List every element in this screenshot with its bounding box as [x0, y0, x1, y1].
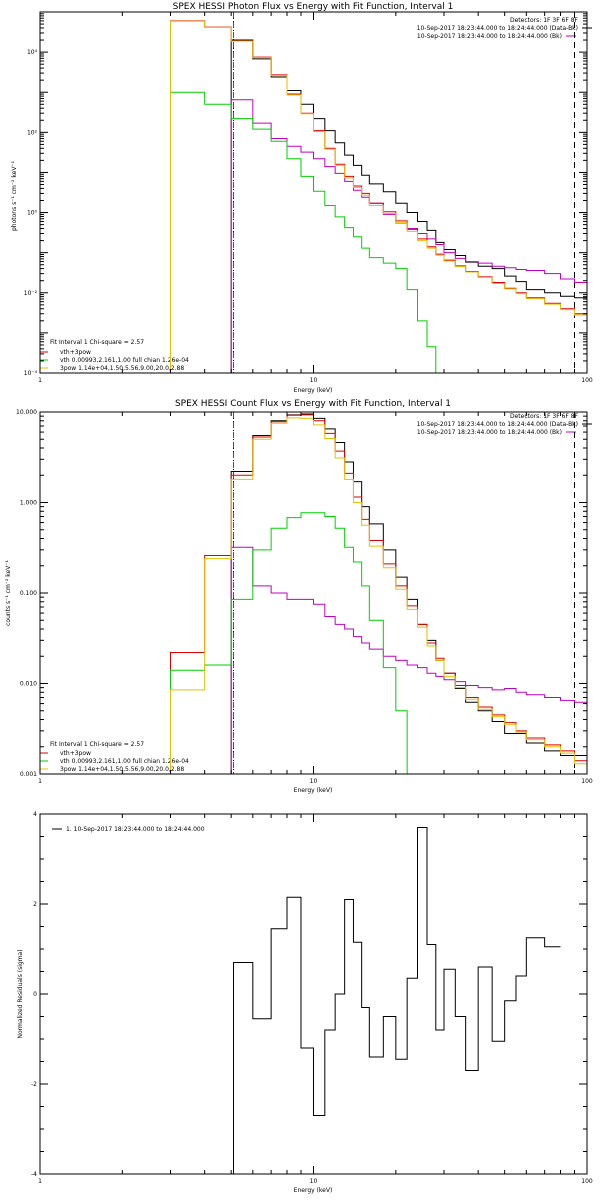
residuals-series-0 [233, 827, 561, 1174]
photon-flux-ytick-label-0: 10⁻⁴ [24, 370, 38, 377]
count-flux-detectors: Detectors: 1F 3F 6F 8F [510, 413, 579, 420]
count-flux-title: SPEX HESSI Count Flux vs Energy with Fit… [175, 399, 451, 409]
count-flux-xtick-label-2: 100 [581, 778, 593, 785]
photon-flux-legend-vth: vth 0.00993,2.161,1.00 full chian 1.26e-… [60, 357, 189, 364]
photon-flux-series-3 [169, 91, 456, 373]
count-flux-interval-data: 10-Sep-2017 18:23:44.000 to 18:24:44.000… [417, 421, 578, 428]
photon-flux-title: SPEX HESSI Photon Flux vs Energy with Fi… [173, 2, 454, 12]
count-flux-interval-bk: 10-Sep-2017 18:23:44.000 to 18:24:44.000… [417, 429, 562, 436]
residuals-xtick-label-1: 10 [310, 1178, 318, 1185]
count-flux-ytick-label-3: 1.000 [20, 500, 37, 507]
count-flux-plot: 1 10 100 0.001 0.010 0.100 1.000 10.000 [16, 409, 593, 785]
count-flux-ytick-label-0: 0.001 [20, 771, 37, 778]
photon-flux-interval-bk: 10-Sep-2017 18:23:44.000 to 18:24:44.000… [417, 33, 562, 40]
residuals-plot: 1 10 100 -4 -2 0 2 4 [31, 811, 593, 1185]
residuals-ytick-label-0: -4 [31, 1171, 37, 1178]
photon-flux-detectors: Detectors: 1F 3F 6F 8F [510, 17, 579, 24]
residuals-panel: Normalized Residuals (sigma) Energy (keV… [17, 826, 332, 1194]
photon-flux-xtick-label-0: 1 [38, 377, 42, 384]
count-flux-ylabel: counts s⁻¹ cm⁻² keV⁻¹ [5, 560, 12, 626]
photon-flux-ytick-label-2: 10⁰ [27, 210, 38, 217]
photon-flux-legend-3pow: 3pow 1.14e+04,1.50,5.56,9.00,20.0,2.88 [60, 365, 184, 372]
photon-flux-ytick-label-1: 10⁻² [24, 290, 38, 297]
count-flux-series-1 [230, 546, 587, 774]
count-flux-legend-total: vth+3pow [60, 750, 91, 757]
residuals-ylabel: Normalized Residuals (sigma) [17, 949, 24, 1038]
residuals-xtick-label-2: 100 [581, 1178, 593, 1185]
count-flux-legend-vth: vth 0.00993,2.161,1.00 full chian 1.26e-… [60, 758, 189, 765]
residuals-xtick-label-0: 1 [38, 1178, 42, 1185]
count-flux-xtick-label-0: 1 [38, 778, 42, 785]
count-flux-xtick-label-1: 10 [310, 778, 318, 785]
count-flux-series-4 [169, 417, 587, 774]
count-flux-legend-3pow: 3pow 1.14e+04,1.50,5.56,9.00,20.0,2.88 [60, 766, 184, 773]
photon-flux-fit-label: Fit Interval 1 Chi-square = 2.57 [50, 339, 144, 346]
photon-flux-ytick-label-4: 10⁴ [27, 49, 38, 56]
residuals-ytick-label-3: 2 [33, 901, 37, 908]
photon-flux-interval-data: 10-Sep-2017 18:23:44.000 to 18:24:44.000… [417, 25, 578, 32]
photon-flux-ylabel: photons s⁻¹ cm⁻² keV⁻¹ [11, 160, 18, 231]
photon-flux-ytick-label-3: 10² [27, 129, 38, 136]
count-flux-xlabel: Energy (keV) [294, 787, 333, 794]
photon-flux-xtick-label-2: 100 [581, 377, 593, 384]
count-flux-series-0 [230, 413, 587, 774]
photon-flux-xlabel: Energy (keV) [294, 387, 333, 394]
count-flux-ytick-label-4: 10.000 [16, 409, 37, 416]
photon-flux-plot: 1 10 100 10⁻⁴ 10⁻² 10⁰ 10² 10⁴ [24, 11, 593, 384]
photon-flux-panel: SPEX HESSI Photon Flux vs Energy with Fi… [11, 2, 592, 394]
count-flux-ytick-label-2: 0.100 [20, 590, 37, 597]
photon-flux-series-0 [230, 39, 587, 373]
count-flux-fit-label: Fit Interval 1 Chi-square = 2.57 [50, 741, 144, 748]
residuals-ytick-label-1: -2 [31, 1081, 37, 1088]
residuals-legend-label: 1. 10-Sep-2017 18:23:44.000 to 18:24:44.… [66, 826, 205, 833]
count-flux-series-3 [169, 512, 418, 774]
photon-flux-series-4 [169, 20, 587, 373]
photon-flux-legend-total: vth+3pow [60, 349, 91, 356]
count-flux-panel: SPEX HESSI Count Flux vs Energy with Fit… [5, 399, 592, 794]
residuals-xlabel: Energy (keV) [294, 1187, 333, 1194]
count-flux-ytick-label-1: 0.010 [20, 681, 37, 688]
photon-flux-xtick-label-1: 10 [310, 377, 318, 384]
residuals-ytick-label-2: 0 [33, 991, 37, 998]
residuals-ytick-label-4: 4 [33, 811, 37, 818]
